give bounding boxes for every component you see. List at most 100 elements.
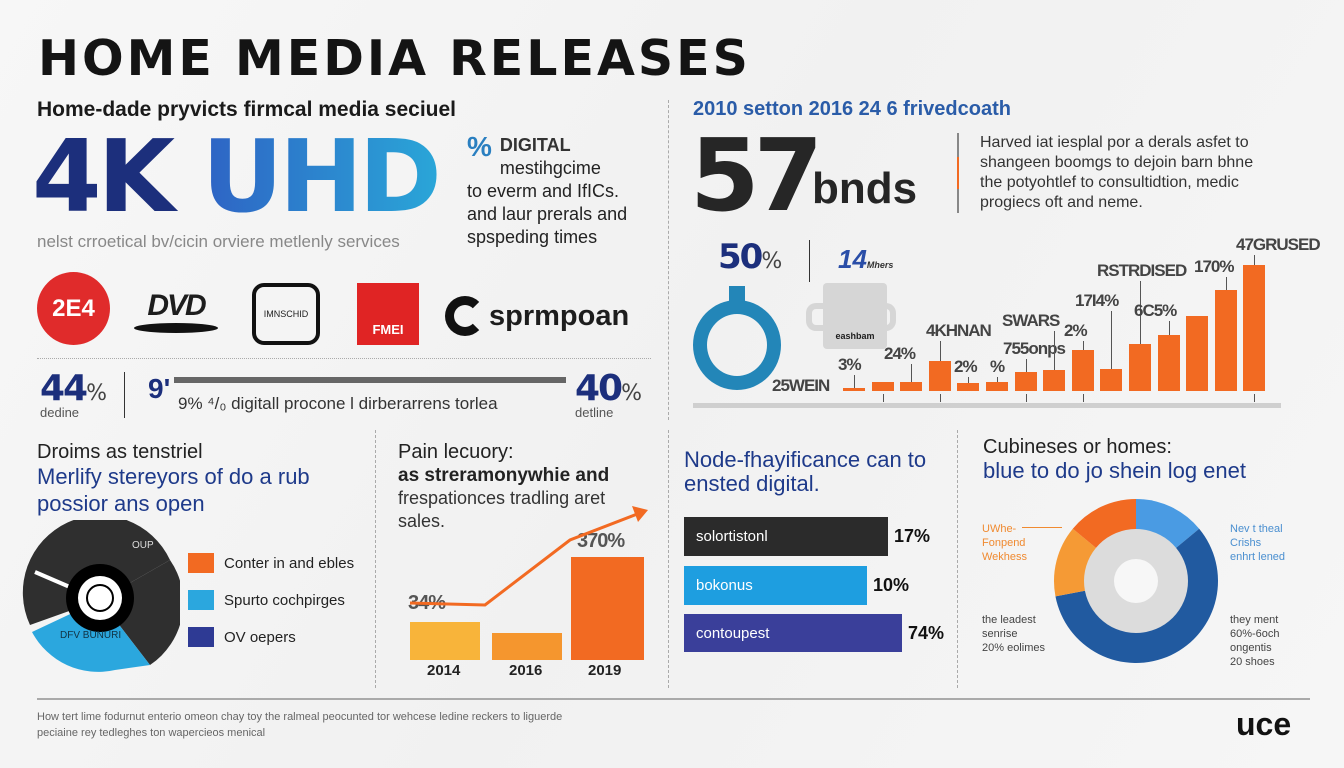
section-subtitle: Home-dade pryvicts firmcal media seciuel — [37, 98, 457, 121]
bar-label: 2% — [1064, 321, 1088, 340]
small-stat-value: 14 — [838, 244, 867, 274]
hbar-value: 74% — [908, 623, 945, 643]
legend-label: Spurto cochpirges — [224, 591, 345, 609]
chart-bar — [957, 383, 980, 391]
logo-text: IMNSCHID — [263, 309, 309, 319]
brand-logo: uce — [1236, 706, 1292, 742]
sales-body: frespationces tradling aret sales. — [398, 487, 605, 533]
label-leader — [1225, 277, 1227, 290]
bar-label: 2% — [954, 357, 978, 376]
sales-body-line: frespationces tradling aret — [398, 488, 606, 508]
label-leader — [939, 341, 941, 361]
donut-chart — [1054, 499, 1218, 663]
year-label: 2014 — [427, 662, 461, 679]
bar-label: 24% — [884, 344, 916, 363]
label-leader — [968, 377, 970, 383]
chart-bar — [843, 388, 865, 391]
paragraph-line: progiecs oft and neme. — [980, 194, 1143, 211]
label-leader — [1054, 331, 1056, 370]
logo-text: FMEI — [372, 322, 404, 337]
axis-tick — [1082, 394, 1084, 402]
hbar: solortistonl — [684, 517, 888, 556]
bar-label: RSTRDISED — [1097, 261, 1187, 280]
legend-swatch — [188, 590, 214, 610]
stat-unit: % — [621, 381, 643, 406]
axis-tick — [1025, 394, 1027, 402]
footer-divider — [37, 698, 1310, 700]
donut-callout: Nev t theal Crishs enhrt lened — [1230, 523, 1286, 563]
stat-value: 44 — [40, 368, 88, 409]
logo-red-circle: 2E4 — [37, 272, 110, 345]
timer-stem — [729, 286, 745, 302]
donut-subtitle: blue to do jo shein log enet — [983, 458, 1246, 483]
legend-label: Conter in and ebles — [224, 554, 355, 572]
disc-icon — [134, 323, 218, 333]
donut-title: Cubineses or homes: — [983, 436, 1172, 458]
hbar-title: Node-fhayificance can to ensted digital. — [684, 447, 927, 496]
bar-label: 47GRUSED — [1236, 235, 1321, 254]
divider — [809, 240, 810, 282]
chart-bar — [1014, 372, 1037, 391]
legend-item: Spurto cochpirges — [188, 590, 354, 610]
hero-4k: 4K — [32, 118, 175, 235]
chart-baseline — [693, 403, 1281, 408]
digital-line: spspeding times — [467, 227, 598, 247]
paragraph: Harved iat iesplal por a derals asfet to… — [980, 133, 1253, 213]
divider — [668, 100, 669, 420]
chart-bar — [900, 382, 923, 391]
pie-chart: OUP DFV BUNURI — [22, 520, 180, 672]
hbar-value: 10% — [873, 575, 910, 595]
legend-swatch — [188, 627, 214, 647]
swirl-icon — [445, 296, 485, 336]
stat-value: 40 — [575, 368, 623, 409]
logo-badge: IMNSCHID — [252, 283, 320, 345]
digital-title: DIGITAL — [499, 135, 571, 155]
stat-50: 50% — [718, 238, 782, 281]
year-label: 2016 — [509, 662, 543, 679]
label-leader — [911, 364, 913, 382]
chart-bar — [871, 382, 894, 391]
hbar: contoupest — [684, 614, 902, 652]
legend-label: OV oepers — [224, 628, 296, 646]
value-label: 370% — [577, 530, 625, 552]
bar-label: % — [990, 357, 1005, 376]
trend-arrow — [409, 506, 648, 607]
hero-4k-uhd: 4K UHD — [32, 127, 442, 227]
legend-item: Conter in and ebles — [188, 553, 354, 573]
divider — [37, 358, 651, 359]
label-leader — [1111, 311, 1113, 369]
label-leader — [1082, 341, 1084, 350]
stat-label: dedine — [40, 405, 80, 420]
label-leader — [1140, 281, 1141, 344]
bar-label: 3% — [838, 355, 862, 374]
sales-bar — [492, 633, 562, 660]
sales-body-line: sales. — [398, 511, 446, 531]
percent-icon: % — [467, 131, 492, 162]
digital-line: mestihgcime — [499, 158, 601, 178]
small-stat-caption: Mhers — [866, 260, 894, 270]
pie-inner-label: OUP — [132, 540, 154, 551]
sales-title: Pain lecuory: — [398, 441, 514, 463]
logo-text: sprmpoan — [489, 299, 630, 332]
bar-label: SWARS — [1002, 311, 1060, 330]
stat-text: 9% ⁴/₀ digitall procone l dirberarrens t… — [178, 394, 498, 413]
hero-caption: nelst crroetical bv/cicin orviere metlen… — [37, 232, 400, 251]
axis-tick — [882, 394, 884, 402]
stat-44: 44% dedine — [40, 368, 107, 420]
logo-dvd: DVD — [132, 288, 220, 336]
bar-label: 17I4% — [1075, 291, 1119, 310]
logo-text: DVD — [147, 289, 206, 322]
small-stat: 14Mhers — [838, 244, 893, 280]
year-label: 2019 — [588, 662, 622, 679]
pie-subtitle: Merlify stereyors of do a rub possior an… — [37, 464, 310, 516]
section-heading: 2010 setton 2016 24 6 frivedcoath — [693, 98, 1011, 120]
paragraph-line: the potyohtlef to consultidtion, medic — [980, 174, 1239, 191]
logo-sprmpoan: sprmpoan — [445, 293, 629, 339]
label-leader — [1254, 255, 1256, 265]
footer-text: How tert lime fodurnut enterio omeon cha… — [37, 709, 562, 741]
donut-callout: the leadest senrise 20% eolimes — [982, 614, 1045, 654]
bar-label: 25WEIN — [772, 376, 830, 395]
divider — [375, 430, 376, 688]
paragraph-line: shangeen boomgs to dejoin barn bhne — [980, 154, 1254, 171]
divider — [124, 372, 125, 418]
